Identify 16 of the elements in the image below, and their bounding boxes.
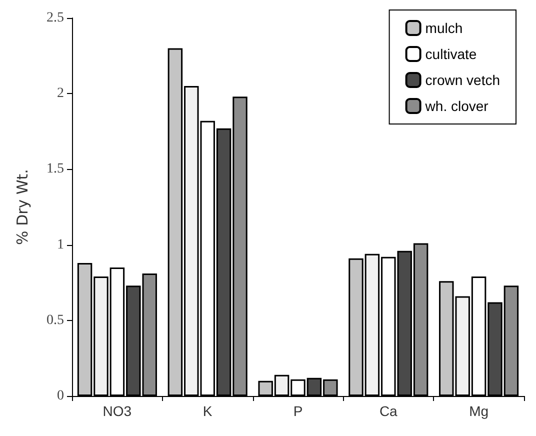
legend-label: cultivate <box>425 46 477 62</box>
legend-label: wh. clover <box>424 98 489 114</box>
legend-label: mulch <box>425 20 463 36</box>
y-tick-label: 0 <box>57 388 64 404</box>
legend-label: crown vetch <box>425 72 500 88</box>
x-tick-label: P <box>293 403 303 419</box>
x-tick-label: NO3 <box>102 403 132 419</box>
x-tick-label: K <box>202 403 213 419</box>
y-tick-label: 2 <box>57 86 64 102</box>
x-tick-label: Mg <box>469 403 489 419</box>
y-tick-label: 1 <box>57 237 64 252</box>
x-tick-label: Ca <box>379 403 398 419</box>
y-axis-title: % Dry Wt. <box>14 169 32 245</box>
y-tick-label: 0.5 <box>46 312 64 328</box>
y-tick-label: 2.5 <box>46 10 64 26</box>
y-tick-label: 1.5 <box>46 162 64 177</box>
